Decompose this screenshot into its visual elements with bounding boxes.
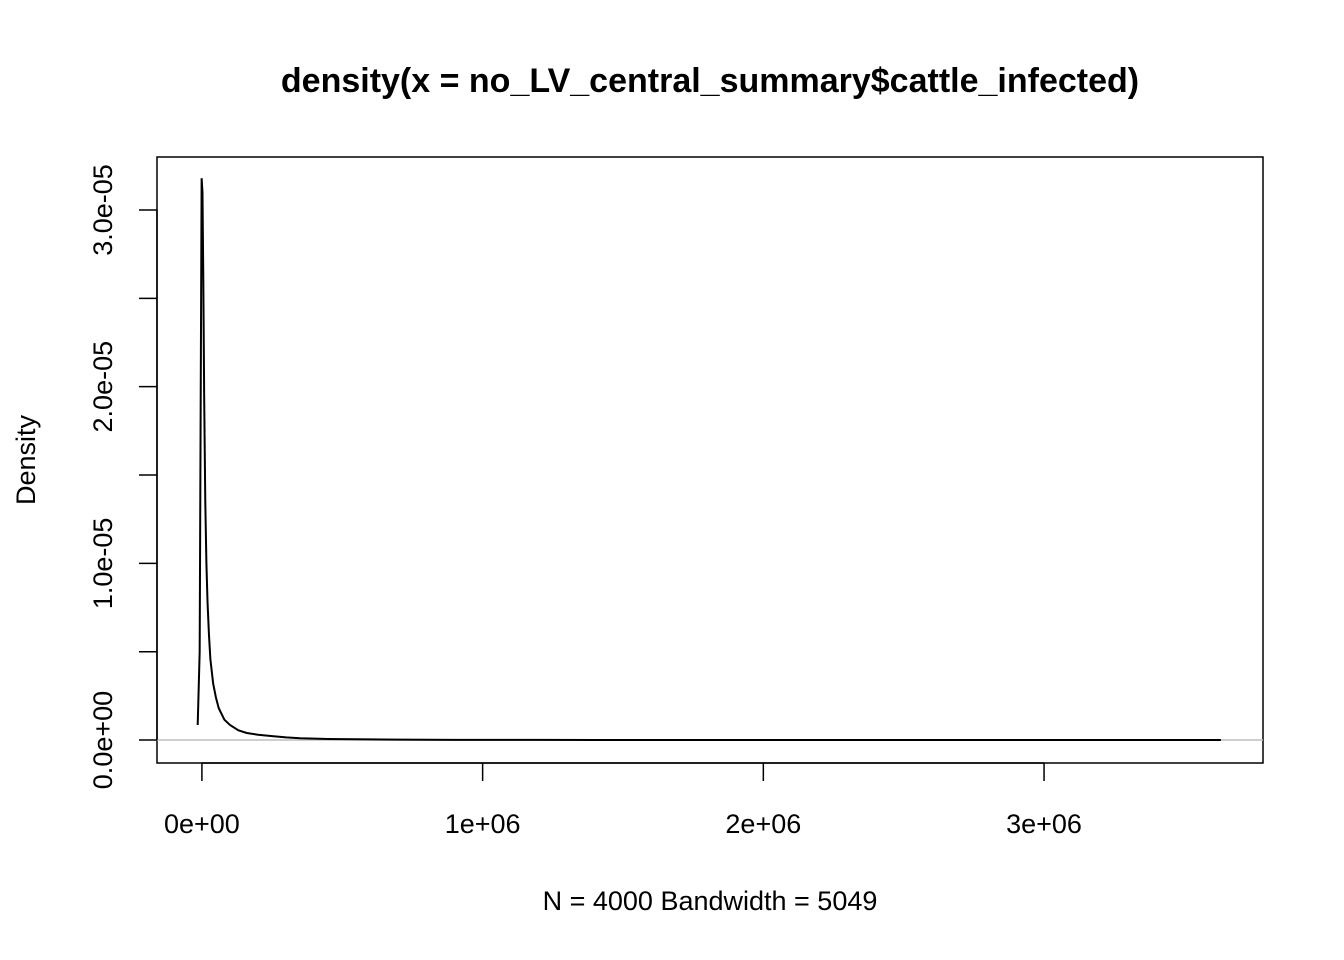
y-axis: 0.0e+00 1.0e-05 2.0e-05 3.0e-05 [88,164,158,789]
density-line [196,178,1221,742]
y-tick-label: 2.0e-05 [88,341,118,433]
x-tick-label: 1e+06 [445,809,521,839]
x-tick-label: 2e+06 [725,809,801,839]
x-tick-label: 3e+06 [1006,809,1082,839]
y-tick-label: 1.0e-05 [88,518,118,610]
chart-title: density(x = no_LV_central_summary$cattle… [281,62,1139,100]
y-axis-label: Density [11,414,41,505]
plot-box [156,156,1264,764]
x-axis: 0e+00 1e+06 2e+06 3e+06 [164,762,1082,839]
y-tick-label: 0.0e+00 [88,691,118,789]
x-axis-label: N = 4000 Bandwidth = 5049 [543,886,878,916]
x-tick-label: 0e+00 [164,809,240,839]
y-tick-label: 3.0e-05 [88,164,118,256]
